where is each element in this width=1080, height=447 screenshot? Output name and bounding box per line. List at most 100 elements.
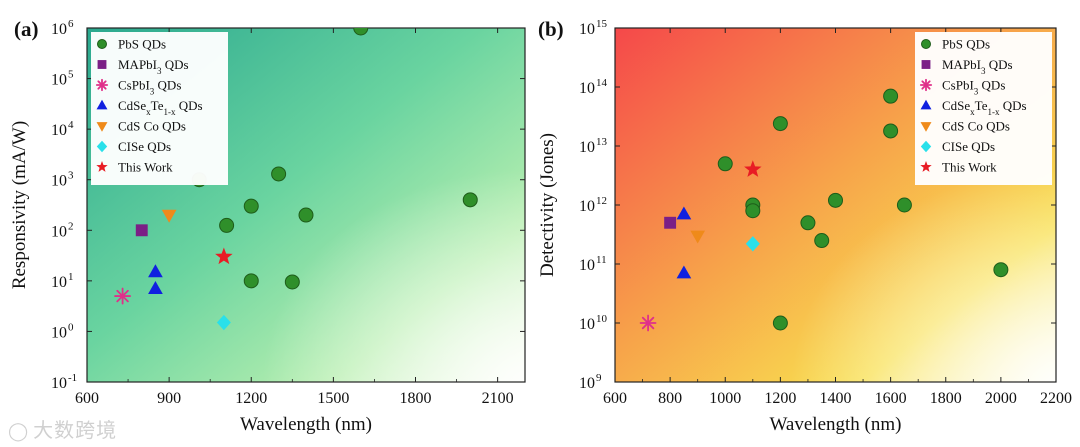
panel-label: (a) xyxy=(14,17,39,41)
y-tick-exponent: 12 xyxy=(596,195,607,207)
y-tick-exponent: 4 xyxy=(68,119,74,131)
y-tick-exponent: -1 xyxy=(68,372,77,384)
y-tick-exponent: 6 xyxy=(68,18,74,30)
legend-marker xyxy=(97,60,107,69)
legend-item: MAPbI3 QDs xyxy=(921,57,1013,76)
data-point-pbs-qds xyxy=(896,197,912,213)
x-tick-label: 2200 xyxy=(1040,390,1072,407)
y-axis-label: Responsivity (mA/W) xyxy=(9,121,30,289)
legend-label: CsPbI3 QDs xyxy=(118,78,181,97)
data-point-pbs-qds xyxy=(243,198,259,214)
data-point-pbs-qds xyxy=(298,207,314,223)
x-tick-label: 1000 xyxy=(709,390,741,407)
legend-label: This Work xyxy=(118,160,173,175)
x-tick-label: 2000 xyxy=(985,390,1017,407)
legend-marker xyxy=(920,122,932,132)
x-tick-label: 1600 xyxy=(875,390,907,407)
data-point-pbs-qds xyxy=(883,123,899,139)
speech-bubble-icon: ◯ xyxy=(8,421,30,442)
y-tick-label: 10 xyxy=(51,274,67,291)
x-tick-label: 800 xyxy=(658,390,682,407)
legend-label: CdS Co QDs xyxy=(118,119,186,134)
x-tick-label: 600 xyxy=(75,390,99,407)
legend-item: PbS QDs xyxy=(97,37,166,52)
legend-item: CISe QDs xyxy=(920,139,995,154)
legend-label: CdSexTe1-x QDs xyxy=(118,98,203,117)
legend-label: CsPbI3 QDs xyxy=(942,78,1005,97)
y-tick-exponent: 3 xyxy=(68,170,74,182)
legend-marker xyxy=(95,78,109,92)
y-tick-label: 10 xyxy=(51,72,67,89)
legend-item: MAPbI3 QDs xyxy=(97,57,189,76)
data-point-pbs-qds xyxy=(772,315,788,331)
legend-label: CISe QDs xyxy=(118,139,171,154)
data-point-cdsexte1-x-qds xyxy=(148,280,163,294)
legend-marker xyxy=(97,39,107,49)
y-tick-label: 10 xyxy=(51,122,67,139)
data-point-pbs-qds xyxy=(772,116,788,132)
legend-item: CdS Co QDs xyxy=(96,119,186,134)
legend-label: PbS QDs xyxy=(118,37,166,52)
data-point-cdsexte1-x-qds xyxy=(148,264,163,278)
y-tick-label: 10 xyxy=(579,198,595,215)
legend-marker xyxy=(921,39,931,49)
legend-item: CdSexTe1-x QDs xyxy=(920,98,1027,117)
y-tick-exponent: 5 xyxy=(68,69,74,81)
data-point-cdsexte1-x-qds xyxy=(676,206,692,220)
data-point-mapbi3-qds xyxy=(664,216,677,229)
legend-marker xyxy=(921,60,931,69)
legend-marker xyxy=(96,161,108,172)
x-tick-label: 1500 xyxy=(317,390,349,407)
y-tick-label: 10 xyxy=(579,316,595,333)
legend-label: CdS Co QDs xyxy=(942,119,1010,134)
markers xyxy=(639,88,1009,332)
y-tick-label: 10 xyxy=(51,21,67,38)
x-tick-label: 900 xyxy=(157,390,181,407)
x-tick-label: 1400 xyxy=(820,390,852,407)
legend-item: CsPbI3 QDs xyxy=(95,78,181,97)
x-tick-label: 1200 xyxy=(764,390,796,407)
data-point-pbs-qds xyxy=(219,217,235,233)
y-tick-label: 10 xyxy=(579,139,595,156)
y-tick-exponent: 0 xyxy=(68,321,74,333)
legend-item: PbS QDs xyxy=(921,37,990,52)
legend-label: CdSexTe1-x QDs xyxy=(942,98,1027,117)
y-tick-label: 10 xyxy=(579,257,595,274)
legend-marker xyxy=(920,161,932,172)
data-point-cspbi3-qds xyxy=(114,287,131,305)
x-axis-label: Wavelength (nm) xyxy=(770,414,902,435)
legend-label: PbS QDs xyxy=(942,37,990,52)
y-tick-label: 10 xyxy=(51,223,67,240)
watermark: ◯ 大数跨境 xyxy=(8,414,117,443)
legend-label: This Work xyxy=(942,160,997,175)
y-tick-label: 10 xyxy=(51,324,67,341)
legend-marker xyxy=(919,78,933,92)
y-tick-exponent: 2 xyxy=(68,220,74,232)
data-point-pbs-qds xyxy=(353,28,369,36)
data-point-pbs-qds xyxy=(993,262,1009,278)
data-point-cspbi3-qds xyxy=(639,314,657,332)
x-tick-label: 600 xyxy=(603,390,627,407)
data-point-this-work xyxy=(215,247,233,265)
y-tick-exponent: 11 xyxy=(596,254,607,266)
legend-box xyxy=(91,32,228,185)
legend-marker xyxy=(96,140,108,153)
legend-box xyxy=(915,32,1052,185)
data-point-pbs-qds xyxy=(828,192,843,208)
y-tick-exponent: 9 xyxy=(596,372,602,384)
y-tick-exponent: 1 xyxy=(68,271,74,283)
x-tick-label: 1200 xyxy=(235,390,267,407)
x-axis-label: Wavelength (nm) xyxy=(240,414,372,435)
legend-marker xyxy=(920,99,932,110)
legend-marker xyxy=(96,122,108,132)
data-point-pbs-qds xyxy=(814,233,830,249)
legend-label: CISe QDs xyxy=(942,139,995,154)
y-axis-label: Detectivity (Jones) xyxy=(537,133,558,277)
data-point-this-work xyxy=(744,160,762,177)
legend-item: CsPbI3 QDs xyxy=(919,78,1005,97)
